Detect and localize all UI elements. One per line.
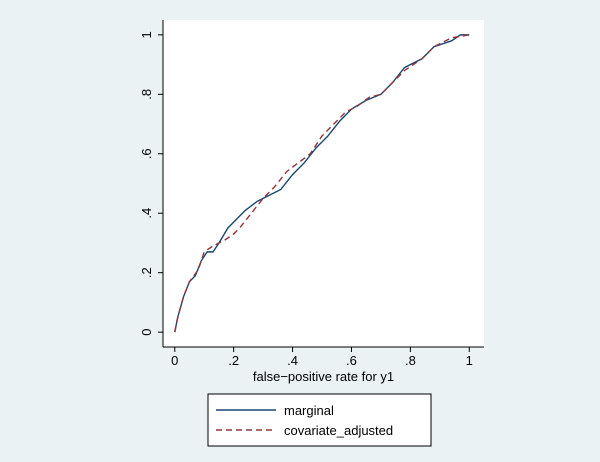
y-tick-label: .4 [139, 208, 154, 219]
y-tick-label: .8 [139, 89, 154, 100]
x-tick-label: .6 [346, 353, 357, 368]
x-tick-label: .8 [405, 353, 416, 368]
y-tick-label: .2 [139, 267, 154, 278]
plot-area [163, 20, 484, 347]
y-tick-label: .6 [139, 148, 154, 159]
legend-box [207, 393, 432, 447]
x-tick-label: .4 [287, 353, 298, 368]
x-tick-label: .2 [228, 353, 239, 368]
legend-label: covariate_adjusted [284, 423, 393, 438]
x-tick-label: 1 [466, 353, 473, 368]
x-tick-label: 0 [171, 353, 178, 368]
y-tick-label: 0 [139, 329, 154, 336]
y-tick-label: 1 [139, 31, 154, 38]
series-line [174, 34, 470, 333]
legend-label: marginal [284, 403, 334, 418]
x-axis-title: false−positive rate for y1 [253, 369, 394, 384]
